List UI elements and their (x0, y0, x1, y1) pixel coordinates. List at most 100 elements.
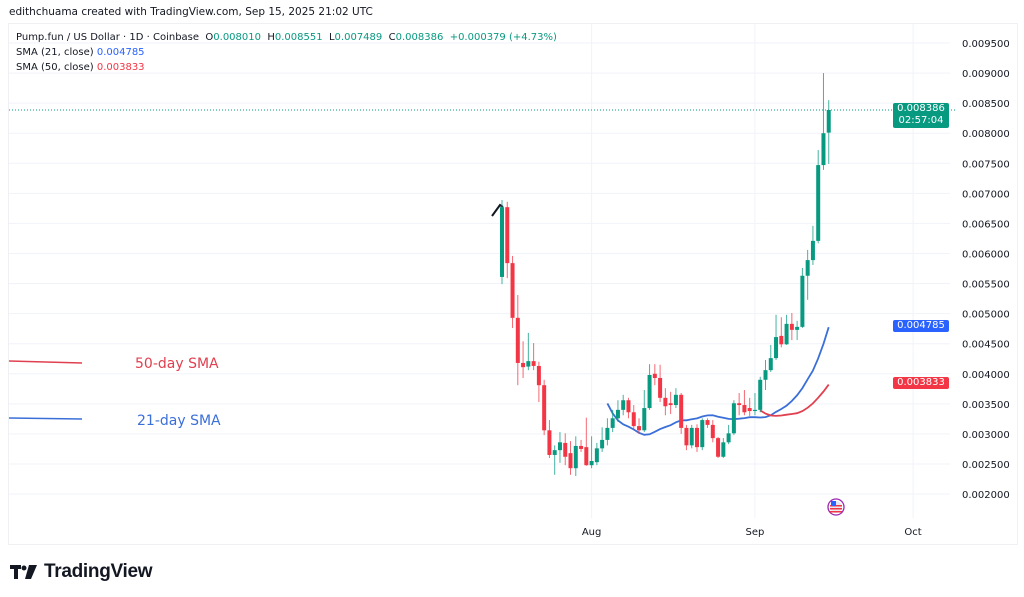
tradingview-logo[interactable]: TradingView (10, 561, 153, 583)
sma50-row[interactable]: SMA (50, close) 0.003833 (16, 60, 557, 75)
candle[interactable] (589, 436, 594, 469)
candle[interactable] (500, 199, 504, 285)
candle[interactable] (563, 433, 568, 466)
low-value: 0.007489 (334, 32, 383, 43)
candle[interactable] (810, 225, 815, 265)
candle[interactable] (737, 393, 742, 416)
candle[interactable] (826, 100, 831, 164)
candle-body (547, 430, 552, 455)
candle[interactable] (742, 390, 747, 416)
candle[interactable] (600, 427, 605, 452)
candle[interactable] (800, 267, 805, 329)
economic-event-flag-icon[interactable] (827, 498, 845, 516)
candle[interactable] (763, 359, 768, 391)
candle[interactable] (626, 397, 631, 419)
candle[interactable] (521, 341, 526, 378)
candle-body (742, 405, 747, 413)
candle[interactable] (552, 445, 557, 475)
candle[interactable] (679, 393, 684, 434)
candle[interactable] (694, 424, 699, 452)
candle[interactable] (631, 405, 636, 431)
candle[interactable] (542, 379, 547, 436)
candle[interactable] (684, 424, 689, 451)
candle[interactable] (716, 436, 721, 458)
candle-body (705, 420, 710, 425)
sma21-price-tag: 0.004785 (893, 320, 949, 332)
candle[interactable] (594, 442, 599, 466)
sma50-annotation-line[interactable] (8, 360, 83, 364)
candle[interactable] (536, 361, 541, 403)
candle-body (789, 323, 794, 330)
sma21-line[interactable] (606, 326, 830, 436)
candle[interactable] (668, 391, 673, 415)
candles (500, 73, 831, 477)
candle[interactable] (573, 436, 578, 477)
candle[interactable] (779, 317, 784, 348)
candle[interactable] (637, 418, 642, 434)
sma-lines (606, 326, 830, 436)
candle[interactable] (605, 418, 610, 446)
candle[interactable] (610, 409, 615, 433)
candle[interactable] (758, 376, 763, 413)
candle[interactable] (510, 255, 515, 329)
candle-body (631, 412, 636, 427)
candle[interactable] (531, 343, 536, 371)
candle[interactable] (584, 417, 589, 466)
candle-body (800, 275, 805, 327)
candle-body (610, 418, 615, 428)
candle[interactable] (547, 420, 552, 458)
candle[interactable] (526, 332, 531, 371)
candle[interactable] (663, 388, 668, 416)
price-tick-label: 0.008500 (962, 99, 1010, 110)
sma21-annotation-line[interactable] (8, 417, 83, 420)
candle[interactable] (789, 313, 794, 341)
candle[interactable] (805, 249, 810, 300)
candle[interactable] (647, 364, 652, 410)
candle[interactable] (705, 418, 710, 428)
candle[interactable] (621, 394, 626, 416)
candle[interactable] (795, 320, 800, 341)
candle[interactable] (731, 400, 736, 436)
candle[interactable] (726, 424, 731, 445)
candle[interactable] (642, 390, 647, 433)
candle[interactable] (774, 314, 779, 360)
candle[interactable] (821, 73, 826, 170)
candle[interactable] (721, 438, 726, 458)
price-tick-label: 0.006500 (962, 219, 1010, 230)
candle[interactable] (568, 441, 573, 475)
candle[interactable] (784, 314, 789, 345)
sma50-annotation-text[interactable]: 50-day SMA (135, 356, 219, 372)
candle-body (779, 335, 784, 345)
tradingview-logo-icon (10, 565, 37, 579)
candle[interactable] (768, 344, 773, 372)
symbol-name[interactable]: Pump.fun / US Dollar · 1D · Coinbase (16, 32, 200, 43)
candle[interactable] (673, 388, 678, 409)
candle[interactable] (557, 432, 562, 463)
candle-body (500, 207, 504, 277)
sma50-line[interactable] (759, 384, 830, 417)
candle[interactable] (752, 393, 757, 416)
candle[interactable] (816, 150, 821, 244)
price-tick-label: 0.004500 (962, 340, 1010, 351)
candle[interactable] (652, 364, 657, 386)
sma21-value: 0.004785 (96, 47, 145, 58)
candle[interactable] (747, 397, 752, 416)
candle[interactable] (505, 201, 510, 279)
candle-body (557, 442, 562, 451)
sma21-row[interactable]: SMA (21, close) 0.004785 (16, 45, 557, 60)
candle[interactable] (615, 400, 620, 422)
candle[interactable] (710, 420, 715, 443)
candle[interactable] (700, 418, 705, 451)
time-tick-label: Sep (746, 527, 765, 538)
candle[interactable] (658, 364, 663, 403)
candle[interactable] (689, 424, 694, 449)
price-tick-label: 0.003000 (962, 430, 1010, 441)
candle-body (600, 439, 605, 449)
price-tick-label: 0.007500 (962, 159, 1010, 170)
candle[interactable] (579, 439, 584, 452)
candle-body (731, 403, 736, 434)
sma21-annotation-text[interactable]: 21-day SMA (137, 413, 221, 429)
candle[interactable] (515, 294, 520, 386)
candle-body (589, 460, 594, 466)
